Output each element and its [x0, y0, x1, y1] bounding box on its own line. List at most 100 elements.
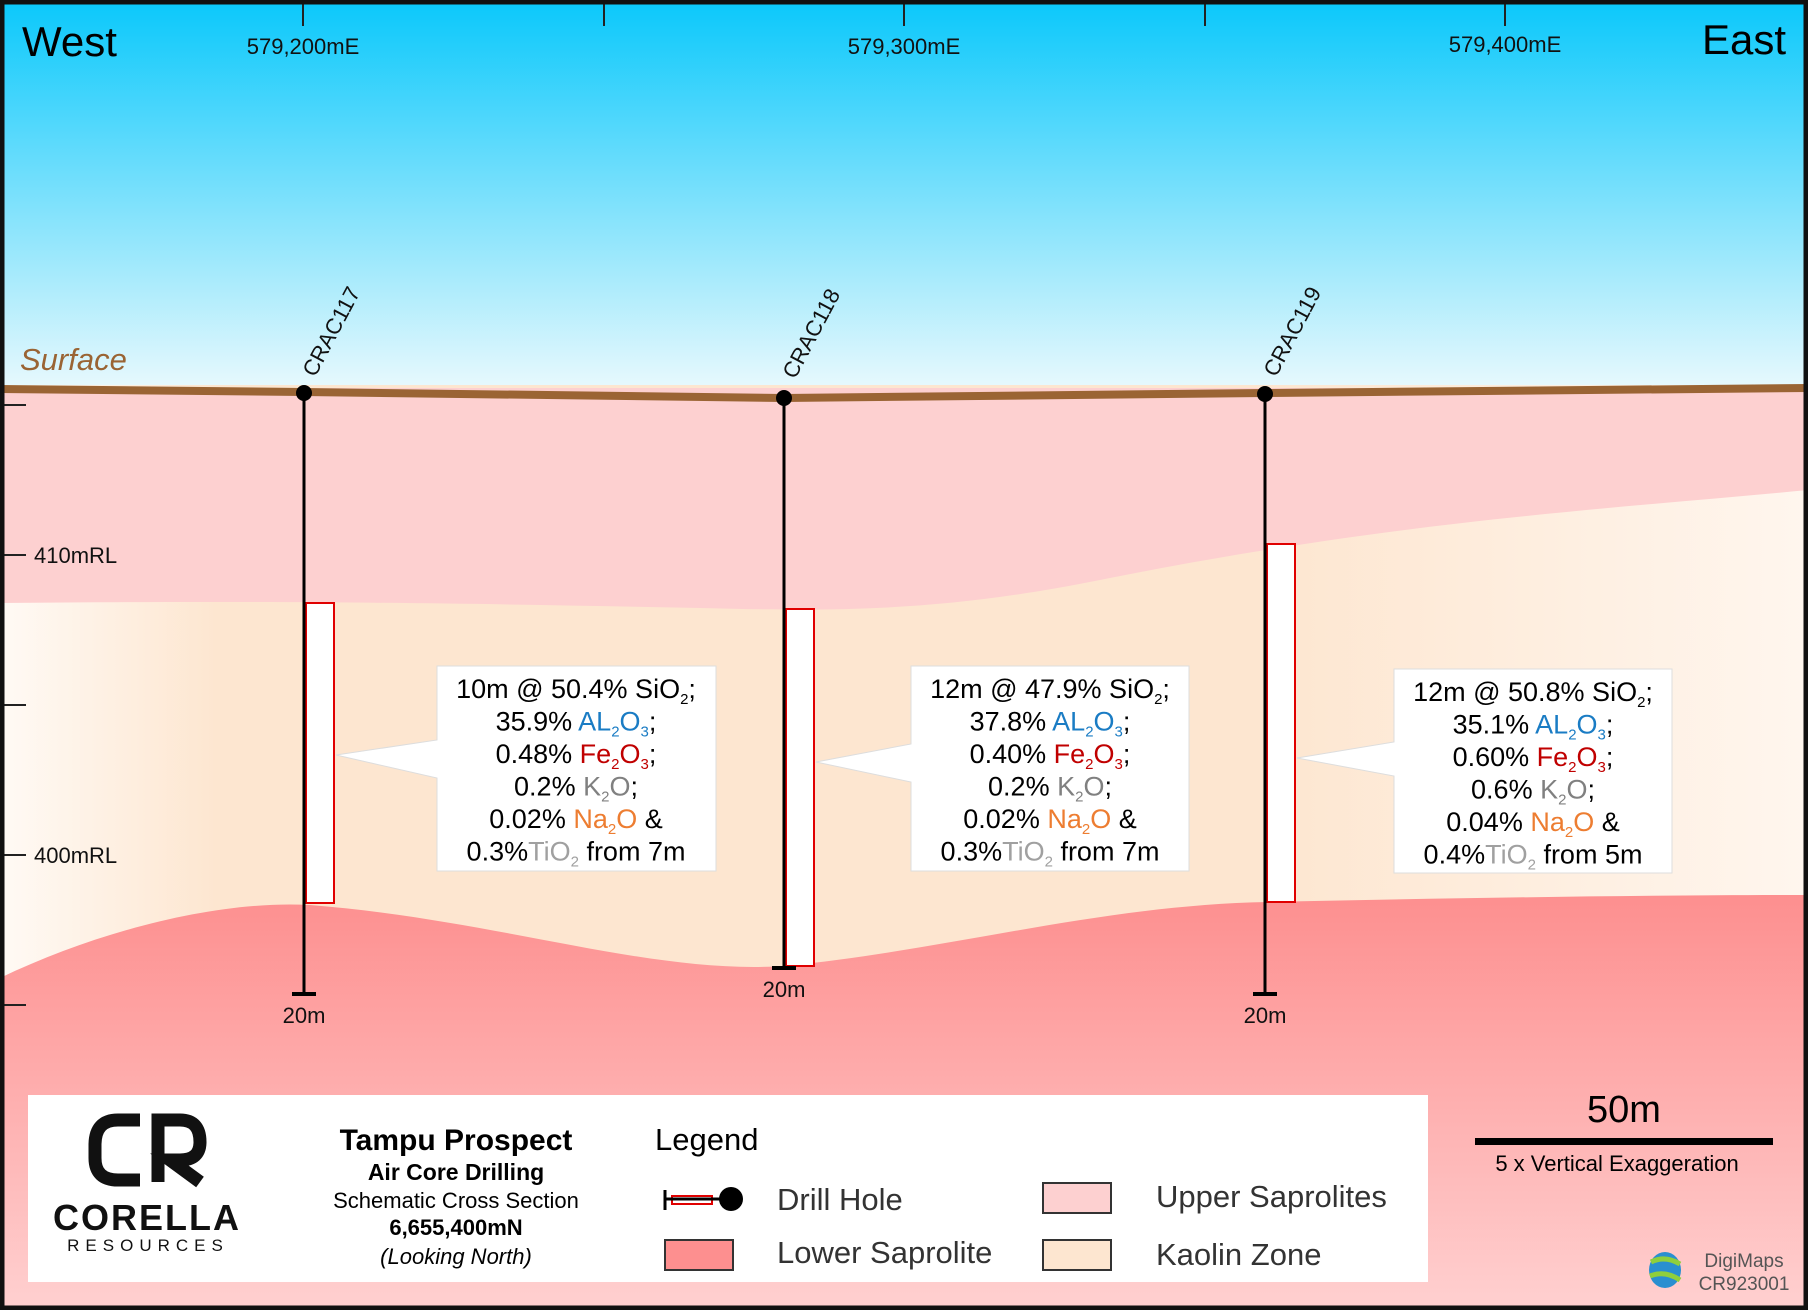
logo-name: CORELLA	[53, 1197, 241, 1238]
easting-ticks	[302, 4, 1506, 26]
assay-segment: O	[1094, 707, 1115, 737]
assay-segment: Fe	[1537, 742, 1569, 772]
rl-ticks	[4, 404, 26, 1006]
assay-line: 0.3%TiO2 from 7m	[467, 837, 686, 871]
assay-segment: ;	[1162, 674, 1170, 704]
assay-segment: Fe	[580, 739, 612, 769]
subscript: 2	[1154, 691, 1162, 708]
assay-segment: AL	[578, 707, 611, 737]
assay-segment: ;	[649, 707, 657, 737]
assay-segment: ;	[630, 772, 638, 802]
assay-line: 10m @ 50.4% SiO2;	[456, 674, 696, 708]
credit-code: CR923001	[1699, 1274, 1790, 1295]
assay-line: 0.2% K2O;	[514, 772, 638, 806]
assay-line: 0.48% Fe2O3;	[496, 739, 657, 773]
credit-name: DigiMaps	[1704, 1251, 1783, 1272]
subtitle: Air Core Drilling	[368, 1159, 544, 1185]
collar-marker	[776, 390, 792, 406]
subscript: 2	[1082, 821, 1090, 838]
subscript: 3	[1598, 759, 1606, 776]
assay-segment: O	[620, 739, 641, 769]
rl-label: 400mRL	[34, 843, 117, 868]
legend-item-lower-saprolite: Lower Saprolite	[664, 1235, 992, 1271]
subscript: 2	[1045, 854, 1053, 871]
assay-segment: Na	[573, 804, 608, 834]
assay-segment: from 5m	[1536, 840, 1643, 870]
assay-segment: ;	[1123, 707, 1131, 737]
collar-marker	[296, 385, 312, 401]
assay-line: 12m @ 47.9% SiO2;	[930, 674, 1170, 708]
east-label: East	[1702, 16, 1786, 63]
assay-text: 12m @ 50.8% SiO2; 35.1% AL2O3; 0.60% Fe2O3…	[1413, 677, 1653, 874]
assay-text: 10m @ 50.4% SiO2; 35.9% AL2O3; 0.48% Fe2O3…	[456, 674, 696, 871]
view-direction: (Looking North)	[380, 1244, 532, 1269]
assay-line: 37.8% AL2O3;	[970, 707, 1131, 741]
easting-label: 579,300mE	[848, 34, 961, 59]
subscript: 3	[641, 724, 649, 741]
assay-segment: TiO	[1485, 840, 1528, 870]
assay-segment: O	[1577, 710, 1598, 740]
logo-sub: RESOURCES	[67, 1236, 229, 1255]
legend-item-upper-saprolites: Upper Saprolites	[1042, 1179, 1387, 1214]
assay-segment: 0.48%	[496, 739, 580, 769]
easting-label: 579,400mE	[1449, 32, 1562, 57]
subscript: 2	[1568, 759, 1576, 776]
assay-segment: 0.40%	[970, 739, 1054, 769]
assay-segment: AL	[1052, 707, 1085, 737]
assay-segment: Fe	[1054, 739, 1086, 769]
surface-label: Surface	[20, 342, 127, 377]
assay-segment: O	[1577, 742, 1598, 772]
assay-segment: from 7m	[1053, 837, 1160, 867]
assay-segment: 0.6%	[1471, 775, 1540, 805]
assay-segment: O	[1573, 807, 1594, 837]
assay-segment: 0.3%	[941, 837, 1003, 867]
subscript: 2	[1075, 789, 1083, 806]
assay-segment: TiO	[1002, 837, 1045, 867]
assay-segment: Na	[1047, 804, 1082, 834]
assay-segment: AL	[1535, 710, 1568, 740]
subscript: 3	[641, 756, 649, 773]
subscript: 2	[611, 756, 619, 773]
assay-segment: ;	[1606, 742, 1614, 772]
subscript: 3	[1115, 724, 1123, 741]
assay-segment: ;	[1645, 677, 1653, 707]
assay-segment: ;	[688, 674, 696, 704]
subscript: 2	[571, 854, 579, 871]
assay-segment: O	[1083, 772, 1104, 802]
subscript: 2	[1085, 756, 1093, 773]
legend-label: Lower Saprolite	[777, 1235, 992, 1270]
assay-segment: 10m @ 50.4% SiO	[456, 674, 680, 704]
assay-line: 12m @ 50.8% SiO2;	[1413, 677, 1653, 711]
assay-segment: 0.60%	[1453, 742, 1537, 772]
intercept-interval	[1266, 543, 1296, 903]
digimaps-globe-icon	[1649, 1252, 1682, 1288]
assay-segment: 37.8%	[970, 707, 1053, 737]
legend-label: Drill Hole	[777, 1182, 903, 1217]
exaggeration-note: 5 x Vertical Exaggeration	[1495, 1151, 1738, 1176]
assay-segment: ;	[1606, 710, 1614, 740]
assay-line: 0.4%TiO2 from 5m	[1424, 840, 1643, 874]
assay-segment: K	[1057, 772, 1075, 802]
intercept-interval	[305, 602, 335, 904]
assay-segment: &	[1111, 804, 1137, 834]
subscript: 2	[1568, 727, 1576, 744]
collar-marker	[1257, 386, 1273, 402]
assay-segment: ;	[649, 739, 657, 769]
assay-line: 0.6% K2O;	[1471, 775, 1595, 809]
rl-label: 410mRL	[34, 543, 117, 568]
assay-line: 0.40% Fe2O3;	[970, 739, 1131, 773]
assay-segment: from 7m	[579, 837, 686, 867]
assay-segment: K	[583, 772, 601, 802]
subscript: 3	[1115, 756, 1123, 773]
assay-segment: 35.9%	[496, 707, 579, 737]
corella-logo: CORELLA RESOURCES	[53, 1113, 241, 1255]
easting-label: 579,200mE	[247, 34, 360, 59]
assay-segment: ;	[1123, 739, 1131, 769]
scale-label: 50m	[1587, 1089, 1661, 1131]
assay-callout: 10m @ 50.4% SiO2; 35.9% AL2O3; 0.48% Fe2O3…	[335, 665, 717, 872]
assay-line: 35.1% AL2O3;	[1453, 710, 1614, 744]
assay-callout: 12m @ 47.9% SiO2; 37.8% AL2O3; 0.40% Fe2O3…	[815, 665, 1190, 872]
assay-line: 35.9% AL2O3;	[496, 707, 657, 741]
